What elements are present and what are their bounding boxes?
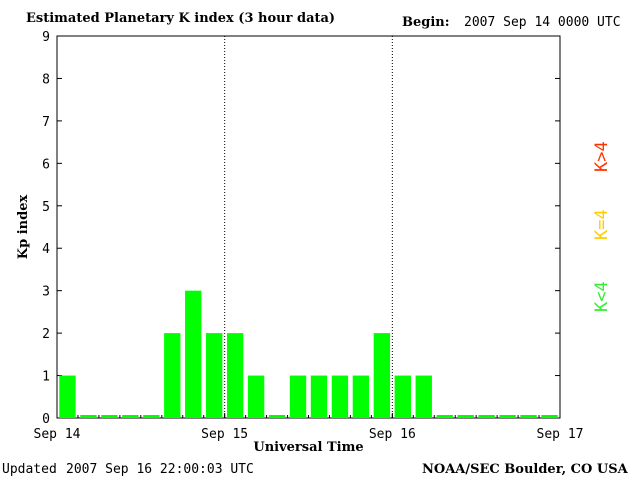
y-tick-label: 9 [42,30,50,45]
kp-bar [206,333,223,418]
kp-bar [185,290,202,418]
kp-bar [59,375,76,418]
source-credit: NOAA/SEC Boulder, CO USA [422,462,628,477]
kp-bar [415,375,432,418]
updated-label: Updated [2,462,57,477]
kp-bar [164,333,181,418]
kp-bar [520,415,537,418]
kp-bar [394,375,411,418]
y-tick-label: 8 [42,72,50,87]
y-tick-label: 5 [42,200,50,215]
kp-bar [268,415,286,418]
y-tick-label: 1 [42,370,50,385]
y-tick-label: 7 [42,115,50,130]
kp-bar [457,415,474,418]
kp-bar [122,415,139,418]
kp-bar [541,415,558,418]
kp-bar [331,375,349,418]
kp-bar [310,375,328,418]
y-tick-label: 0 [42,412,50,427]
y-axis-label: Kp index [16,195,31,260]
kp-bar [289,375,307,418]
updated-value: 2007 Sep 16 22:00:03 UTC [66,462,254,477]
x-tick-label: Sep 14 [34,427,81,442]
kp-bar [373,333,391,418]
chart-title: Estimated Planetary K index (3 hour data… [26,11,336,26]
kp-bar [478,415,495,418]
kp-bar [499,415,516,418]
x-axis-label: Universal Time [253,440,363,455]
legend-k-greater-4: K>4 [592,141,612,172]
kp-bar [143,415,160,418]
y-tick-label: 4 [42,242,50,257]
y-tick-label: 3 [42,285,50,300]
x-tick-label: Sep 17 [537,427,584,442]
kp-bar [352,375,370,418]
kp-bar [101,415,118,418]
kp-bar [226,333,244,418]
y-tick-label: 6 [42,157,50,172]
kp-bar [436,415,453,418]
legend-k-less-4: K<4 [592,281,612,312]
x-tick-label: Sep 15 [201,427,248,442]
begin-label: Begin: [402,15,450,30]
kp-bar [247,375,265,418]
y-tick-label: 2 [42,327,50,342]
kp-bar [80,415,97,418]
plot-frame [56,35,561,419]
x-tick-label: Sep 16 [369,427,416,442]
legend-k-equals-4: K=4 [592,209,612,240]
begin-value: 2007 Sep 14 0000 UTC [464,15,621,30]
